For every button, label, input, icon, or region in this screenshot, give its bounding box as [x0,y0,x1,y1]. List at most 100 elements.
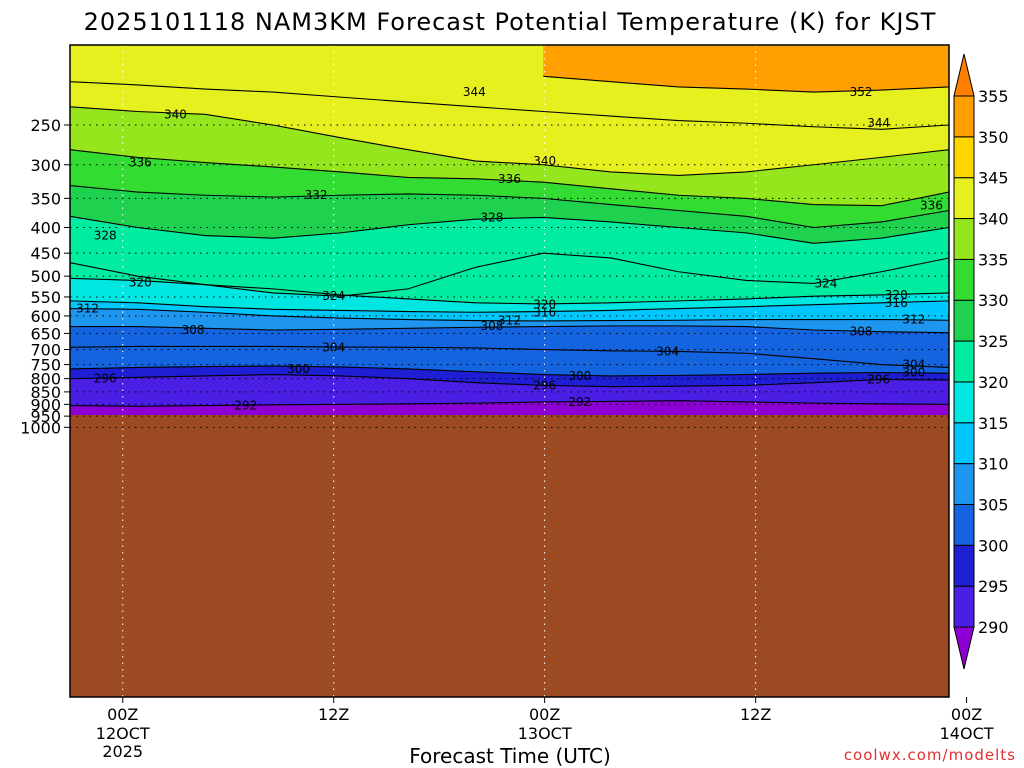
colorbar-tick-label: 290 [978,618,1009,637]
contour-label-308: 308 [480,319,503,333]
x-tick-label: 12Z [740,705,771,724]
y-tick-label: 600 [30,307,61,326]
contour-label-292: 292 [234,399,257,413]
contour-label-312: 312 [902,313,925,327]
colorbar-segment [953,381,975,424]
contour-line-352 [543,75,949,93]
x-tick-label: 12Z [318,705,349,724]
y-tick-label: 250 [30,116,61,135]
y-tick-label: 350 [30,189,61,208]
x-tick-sublabel: 2025 [102,742,143,761]
contour-label-296: 296 [533,378,556,392]
watermark-text: coolwx.com/modelts [844,746,1016,764]
contour-line-296 [70,373,949,388]
contour-label-304: 304 [656,344,679,358]
contour-label-296: 296 [94,372,117,386]
x-tick-sublabel: 12OCT [96,724,150,743]
y-tick-label: 850 [30,383,61,402]
contour-line-328 [70,215,949,244]
chart-title: 2025101118 NAM3KM Forecast Potential Tem… [84,8,937,36]
contour-lines [70,75,949,407]
colorbar-segment [953,136,975,179]
colorbar-segment [953,422,975,465]
y-tick-label: 650 [30,324,61,343]
y-tick-label: 550 [30,288,61,307]
contour-label-312: 312 [76,302,99,316]
contour-label-304: 304 [322,340,345,354]
contour-line-336 [70,149,949,207]
contour-label-320: 320 [885,288,908,302]
contour-label-300: 300 [902,366,925,380]
colorbar-tick-label: 345 [978,169,1009,188]
colorbar-tick-label: 320 [978,373,1009,392]
colorbar-segment [953,95,975,138]
contour-label-304: 304 [902,358,925,372]
colorbar-segment [953,463,975,505]
colorbar-segment [953,258,975,301]
y-tick-label: 950 [30,407,61,426]
colorbar-segment [953,299,975,342]
contour-label-300: 300 [568,369,591,383]
contour-label-316: 316 [885,296,908,310]
filled-contours [70,45,949,697]
contour-line-340 [70,106,949,176]
colorbar-segment [953,503,975,546]
colorbar-segment [953,544,975,587]
contour-line-292 [70,400,949,407]
contour-label-312: 312 [498,314,521,328]
colorbar: 290 295 300 305 310 315 320 325 330 335 340 345 350 3… [953,53,1009,670]
y-tick-label: 900 [30,395,61,414]
contour-label-328: 328 [94,229,117,243]
contour-label-300: 300 [287,362,310,376]
y-tick-label: 500 [30,267,61,286]
contour-label-292: 292 [568,395,591,409]
x-tick-sublabel: 14OCT [940,724,994,743]
y-tick-label: 450 [30,244,61,263]
contour-line-316 [70,300,949,313]
x-tick-label: 00Z [951,705,982,724]
colorbar-over-arrow [953,53,975,97]
contour-label-336: 336 [498,172,521,186]
contour-label-332: 332 [305,188,328,202]
y-tick-label: 750 [30,356,61,375]
y-axis: 2503003504004505005506006507007508008509… [20,116,70,437]
colorbar-tick-label: 315 [978,414,1009,433]
contour-label-324: 324 [322,289,345,303]
fill-band-352 [543,45,949,93]
colorbar-segment [953,340,975,383]
below-ground-mask [70,414,949,697]
colorbar-tick-label: 300 [978,536,1009,555]
contour-label-352: 352 [850,85,873,99]
contour-line-324 [70,252,949,297]
x-tick-label: 00Z [107,705,138,724]
contour-label-308: 308 [182,323,205,337]
colorbar-segment [953,177,975,220]
contour-line-312 [70,307,949,322]
y-tick-label: 300 [30,156,61,175]
colorbar-segment [953,218,975,260]
colorbar-tick-label: 325 [978,332,1009,351]
contour-label-328: 328 [480,210,503,224]
contour-line-344 [70,81,949,130]
colorbar-tick-label: 350 [978,128,1009,147]
contour-label-340: 340 [164,107,187,121]
contour-label-344: 344 [463,85,486,99]
y-tick-label: 700 [30,341,61,360]
contour-line-308 [70,325,949,334]
contour-line-320 [70,277,949,305]
x-tick-label: 00Z [529,705,560,724]
x-tick-sublabel: 13OCT [518,724,572,743]
colorbar-tick-label: 330 [978,291,1009,310]
x-axis-label: Forecast Time (UTC) [409,744,611,768]
contour-line-300 [70,365,949,377]
y-tick-label: 1000 [20,418,61,437]
contour-label-320: 320 [533,298,556,312]
colorbar-segment [953,585,975,628]
below-ground-area [70,414,949,697]
contour-line-304 [70,345,949,369]
contour-label-320: 320 [129,276,152,290]
colorbar-tick-label: 335 [978,250,1009,269]
